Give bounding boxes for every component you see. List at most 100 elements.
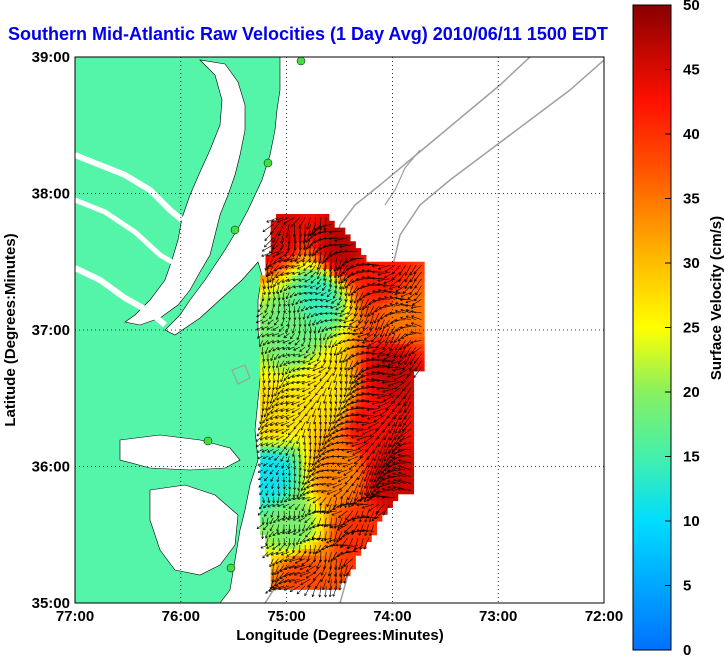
- velocity-vector-head: [371, 370, 375, 374]
- velocity-vector: [374, 305, 385, 313]
- velocity-vector: [350, 292, 354, 303]
- velocity-vector: [291, 442, 295, 451]
- velocity-vector: [404, 278, 412, 289]
- field-cell: [334, 425, 340, 433]
- velocity-vector: [264, 230, 274, 241]
- velocity-vector-head: [299, 419, 303, 423]
- field-cell: [265, 439, 272, 447]
- field-cell: [307, 534, 314, 543]
- velocity-vector-head: [346, 267, 349, 271]
- velocity-vector: [394, 415, 401, 427]
- velocity-vector-head: [364, 321, 368, 324]
- velocity-vector-head: [369, 479, 373, 483]
- velocity-vector-head: [345, 399, 349, 403]
- velocity-vector-head: [325, 257, 329, 260]
- velocity-vector: [268, 585, 279, 592]
- velocity-vector-head: [296, 494, 300, 498]
- field-cell: [286, 432, 293, 440]
- velocity-vector-head: [349, 306, 352, 310]
- field-cell: [365, 452, 372, 461]
- field-cell: [397, 411, 404, 420]
- velocity-vector: [265, 585, 274, 594]
- velocity-vector-head: [326, 468, 329, 472]
- velocity-vector-head: [309, 298, 313, 302]
- velocity-vector-head: [316, 267, 320, 270]
- field-cell: [381, 486, 388, 495]
- velocity-vector-head: [383, 289, 387, 293]
- velocity-vector: [359, 483, 364, 495]
- velocity-vector-head: [323, 268, 327, 272]
- field-cell: [281, 282, 288, 290]
- velocity-vector-head: [340, 421, 344, 425]
- velocity-vector-head: [345, 420, 349, 424]
- velocity-vector: [364, 538, 369, 550]
- velocity-vector-head: [347, 338, 350, 342]
- velocity-vector: [304, 476, 311, 485]
- velocity-vector: [372, 408, 385, 414]
- velocity-vector-head: [288, 566, 292, 570]
- velocity-vector-head: [351, 338, 355, 342]
- velocity-vector-head: [316, 566, 319, 569]
- velocity-vector-head: [266, 219, 270, 223]
- velocity-vector-head: [379, 413, 383, 417]
- velocity-vector: [375, 340, 385, 349]
- velocity-vector-head: [382, 429, 386, 433]
- field-cell: [323, 541, 330, 549]
- field-cell: [387, 330, 393, 338]
- velocity-vector: [284, 496, 290, 503]
- velocity-vector-head: [372, 299, 376, 303]
- field-cell: [360, 398, 367, 406]
- velocity-vector-head: [411, 351, 415, 355]
- velocity-vector-head: [325, 545, 329, 549]
- velocity-vector-head: [394, 437, 397, 441]
- velocity-vector-head: [297, 529, 301, 532]
- field-cell: [350, 452, 356, 461]
- velocity-vector-head: [277, 259, 281, 263]
- field-cell: [381, 370, 388, 379]
- velocity-vector: [364, 476, 369, 489]
- velocity-vector-head: [276, 479, 280, 483]
- velocity-vector: [321, 565, 327, 576]
- velocity-vector: [325, 326, 332, 331]
- field-cell: [397, 466, 404, 474]
- velocity-vector: [325, 340, 327, 348]
- field-cell: [355, 302, 362, 311]
- field-cell: [313, 282, 319, 290]
- field-cell: [376, 486, 383, 495]
- velocity-vector-head: [323, 278, 326, 281]
- velocity-vector: [341, 305, 348, 313]
- velocity-vector: [338, 558, 343, 570]
- velocity-vector: [366, 270, 380, 273]
- field-cell: [286, 418, 293, 427]
- velocity-vector-head: [297, 488, 301, 491]
- velocity-vector-head: [297, 331, 301, 334]
- velocity-vector: [266, 544, 274, 549]
- velocity-vector-head: [283, 567, 287, 570]
- field-cell: [281, 234, 288, 242]
- field-cell: [402, 405, 409, 413]
- velocity-vector-head: [317, 276, 320, 280]
- velocity-vector-head: [361, 269, 365, 273]
- y-tick-label: 39:00: [32, 49, 70, 66]
- velocity-vector-head: [283, 288, 287, 292]
- velocity-vector-head: [294, 342, 298, 346]
- velocity-vector: [306, 565, 316, 572]
- velocity-vector: [314, 340, 316, 348]
- velocity-vector: [320, 292, 327, 296]
- radar-station: [226, 563, 236, 573]
- velocity-vector: [277, 572, 285, 582]
- velocity-vector: [301, 380, 311, 385]
- velocity-vector-head: [339, 367, 343, 371]
- velocity-vector: [390, 394, 401, 404]
- velocity-vector: [312, 496, 322, 504]
- velocity-vector: [361, 285, 374, 287]
- velocity-vector-head: [341, 456, 345, 460]
- field-cell: [297, 486, 303, 495]
- field-cell: [413, 343, 420, 351]
- velocity-vector: [372, 442, 380, 454]
- velocity-vector: [398, 479, 411, 484]
- field-cell: [302, 582, 309, 590]
- velocity-vector: [340, 565, 343, 577]
- field-cell: [350, 248, 356, 256]
- velocity-vector: [295, 299, 301, 305]
